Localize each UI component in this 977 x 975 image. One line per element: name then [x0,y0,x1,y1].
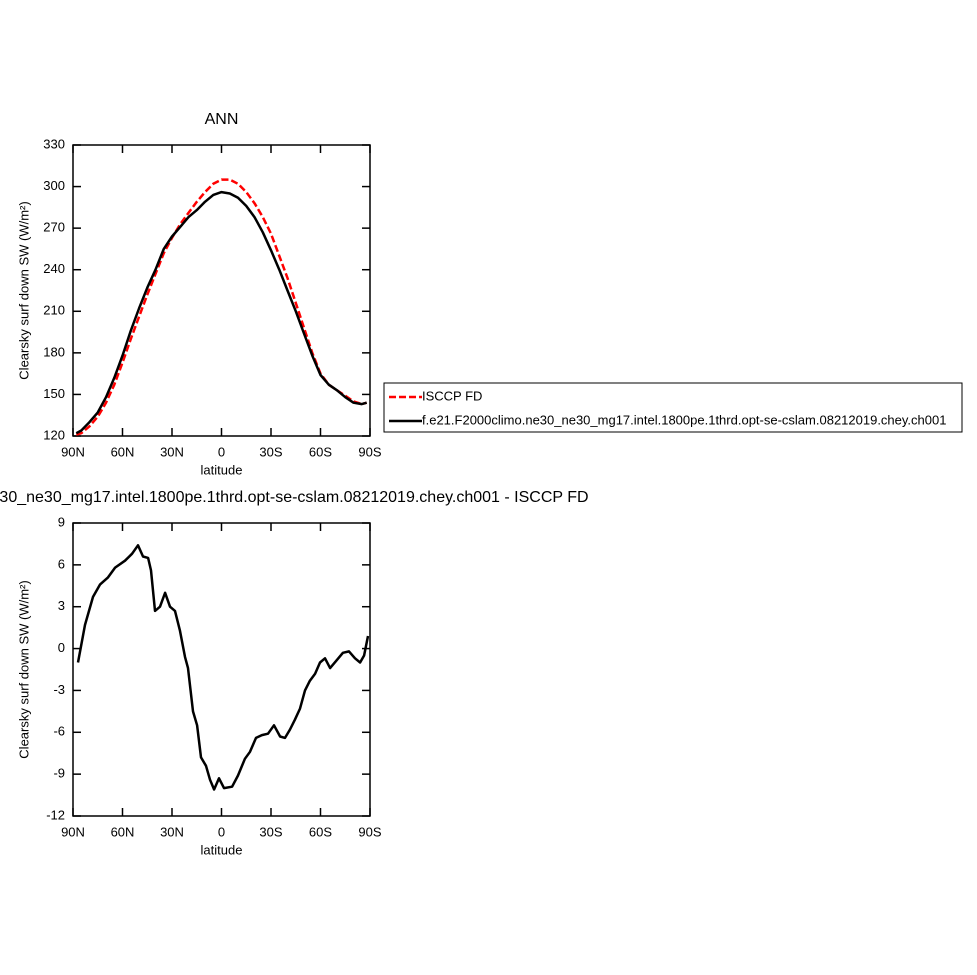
y-tick-label: 3 [58,598,65,613]
y-tick-label: -3 [53,682,65,697]
x-tick-label: 30S [259,444,282,459]
y-tick-label: 330 [43,136,65,151]
x-tick-label: 60S [309,444,332,459]
y-tick-label: -6 [53,724,65,739]
y-tick-label: 300 [43,178,65,193]
legend-label: ISCCP FD [422,388,482,403]
data-line [75,190,368,435]
x-axis-label: latitude [201,462,243,477]
data-line [75,178,368,436]
y-tick-label: 240 [43,261,65,276]
y-axis-label: Clearsky surf down SW (W/m²) [16,580,31,758]
x-tick-label: 60N [111,444,135,459]
y-tick-label: 270 [43,220,65,235]
x-tick-label: 90S [358,824,381,839]
chart-title: ANN [205,111,239,128]
x-axis-label: latitude [201,842,243,857]
y-tick-label: 180 [43,344,65,359]
y-tick-label: 0 [58,640,65,655]
y-axis-label: Clearsky surf down SW (W/m²) [16,201,31,379]
x-tick-label: 30N [160,444,184,459]
y-tick-label: 210 [43,303,65,318]
x-tick-label: 90N [61,824,85,839]
y-tick-label: 9 [58,514,65,529]
chart-title: f.e21.F2000climo.ne30_ne30_mg17.intel.18… [0,489,589,506]
x-tick-label: 30N [160,824,184,839]
y-tick-label: -12 [46,807,65,822]
x-tick-label: 0 [218,824,225,839]
x-tick-label: 60S [309,824,332,839]
data-line [76,544,370,791]
y-tick-label: -9 [53,766,65,781]
x-tick-label: 60N [111,824,135,839]
y-tick-label: 150 [43,386,65,401]
y-tick-label: 120 [43,427,65,442]
plot-frame [72,144,371,437]
x-tick-label: 90S [358,444,381,459]
x-tick-label: 0 [218,444,225,459]
plot-frame [72,522,371,817]
x-tick-label: 30S [259,824,282,839]
x-tick-label: 90N [61,444,85,459]
legend-label: f.e21.F2000climo.ne30_ne30_mg17.intel.18… [422,412,946,427]
y-tick-label: 6 [58,556,65,571]
legend-box [383,382,963,433]
